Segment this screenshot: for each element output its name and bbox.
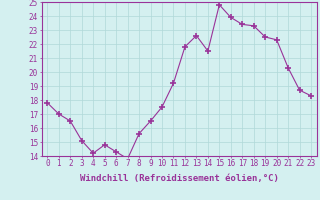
X-axis label: Windchill (Refroidissement éolien,°C): Windchill (Refroidissement éolien,°C) bbox=[80, 174, 279, 183]
